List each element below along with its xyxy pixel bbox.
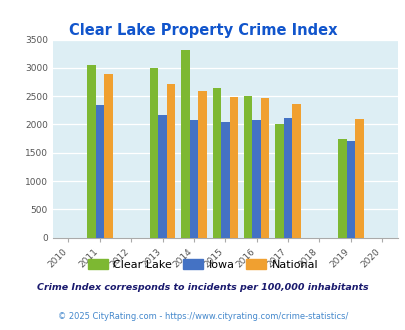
- Bar: [275, 124, 283, 238]
- Bar: [181, 50, 189, 238]
- Bar: [337, 139, 346, 238]
- Bar: [221, 122, 229, 238]
- Bar: [158, 115, 166, 238]
- Bar: [166, 84, 175, 238]
- Bar: [260, 98, 269, 238]
- Bar: [95, 105, 104, 238]
- Bar: [354, 119, 362, 238]
- Text: Clear Lake Property Crime Index: Clear Lake Property Crime Index: [68, 23, 337, 38]
- Text: Crime Index corresponds to incidents per 100,000 inhabitants: Crime Index corresponds to incidents per…: [37, 282, 368, 292]
- Bar: [283, 118, 292, 238]
- Bar: [198, 90, 206, 238]
- Bar: [292, 104, 300, 238]
- Bar: [229, 97, 237, 238]
- Bar: [149, 68, 158, 238]
- Bar: [243, 96, 252, 238]
- Bar: [87, 65, 95, 238]
- Bar: [104, 74, 112, 238]
- Bar: [212, 88, 221, 238]
- Text: © 2025 CityRating.com - https://www.cityrating.com/crime-statistics/: © 2025 CityRating.com - https://www.city…: [58, 312, 347, 321]
- Bar: [252, 120, 260, 238]
- Bar: [189, 120, 198, 238]
- Legend: Clear Lake, Iowa, National: Clear Lake, Iowa, National: [83, 255, 322, 274]
- Bar: [346, 141, 354, 238]
